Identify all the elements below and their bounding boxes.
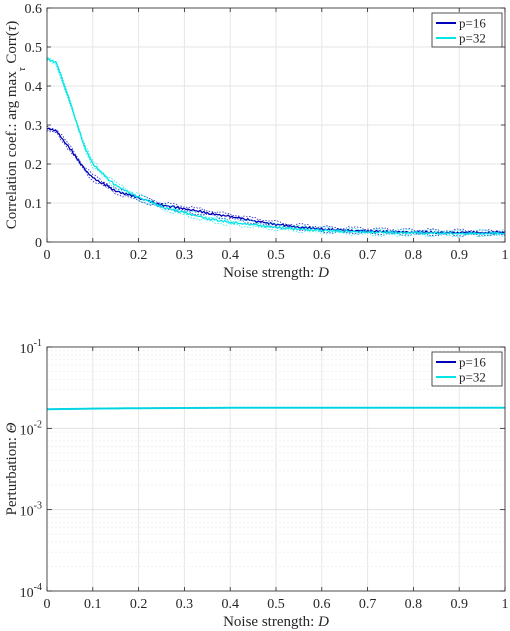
x-axis: 0 0.1 0.2 0.3 0.4 0.5 0.6 0.7 0.8 0.9 1 Noise stren… xyxy=(44,347,509,630)
y-axis: 10-4 10-3 10-2 10-1 Perturbation: Θ xyxy=(4,338,505,601)
x-tick-label: 0.2 xyxy=(130,248,148,263)
y-tick-label: 0 xyxy=(35,236,42,251)
x-tick-label: 0 xyxy=(44,597,51,612)
y-tick-label: 0.1 xyxy=(25,197,43,212)
y-tick-label: 0.4 xyxy=(25,80,43,95)
x-tick-label: 0.1 xyxy=(84,248,102,263)
x-tick-label: 0.7 xyxy=(359,597,377,612)
y-axis-label: Correlation coef.: arg maxτ Corr(τ) xyxy=(4,21,28,230)
legend-box xyxy=(431,351,503,387)
x-tick-label: 0.5 xyxy=(267,248,285,263)
series-p32-band xyxy=(46,59,505,238)
legend: p=16p=32 xyxy=(431,351,503,387)
x-tick-label: 0.6 xyxy=(313,597,331,612)
series-p16-band xyxy=(46,129,506,237)
x-axis-label: Noise strength: D xyxy=(223,265,329,281)
x-tick-label: 0.4 xyxy=(221,248,239,263)
series-p32-line xyxy=(46,58,506,236)
series-group xyxy=(46,56,506,238)
x-tick-label: 0.1 xyxy=(84,597,102,612)
x-tick-label: 0.9 xyxy=(450,248,468,263)
y-tick-label: 10-1 xyxy=(20,338,42,357)
x-tick-label: 1 xyxy=(502,597,509,612)
x-tick-label: 0.3 xyxy=(176,597,194,612)
perturbation-chart: 0 0.1 0.2 0.3 0.4 0.5 0.6 0.7 0.8 0.9 1 Noise stren… xyxy=(4,338,509,630)
x-axis: 0 0.1 0.2 0.3 0.4 0.5 0.6 0.7 0.8 0.9 1 Noise stren… xyxy=(44,8,509,281)
y-tick-label: 10-4 xyxy=(20,582,42,601)
y-tick-label: 10-2 xyxy=(20,419,42,438)
x-tick-label: 0.3 xyxy=(176,248,194,263)
y-tick-label: 0.5 xyxy=(25,41,43,56)
x-tick-label: 1 xyxy=(502,248,509,263)
correlation-chart: 0 0.1 0.2 0.3 0.4 0.5 0.6 0.7 0.8 0.9 1 Noise stren… xyxy=(4,2,509,281)
y-tick-label: 10-3 xyxy=(20,501,42,520)
x-tick-label: 0.6 xyxy=(313,248,331,263)
legend-label: p=16 xyxy=(459,355,486,370)
y-axis: 0 0.1 0.2 0.3 0.4 0.5 0.6 Correlation coef.: ar… xyxy=(4,2,505,251)
y-tick-label: 0.3 xyxy=(25,119,43,134)
x-tick-label: 0.2 xyxy=(130,597,148,612)
legend-label: p=32 xyxy=(459,31,486,46)
x-tick-label: 0.9 xyxy=(450,597,468,612)
x-tick-label: 0.8 xyxy=(405,248,423,263)
legend: p=16p=32 xyxy=(431,12,503,48)
series-group xyxy=(46,406,505,411)
y-tick-label: 0.6 xyxy=(25,2,43,17)
series-p32-line xyxy=(46,406,505,411)
grid xyxy=(46,346,506,592)
legend-box xyxy=(431,12,503,48)
x-tick-label: 0.8 xyxy=(405,597,423,612)
x-tick-label: 0.5 xyxy=(267,597,285,612)
legend-label: p=32 xyxy=(459,370,486,385)
legend-label: p=16 xyxy=(459,16,486,31)
x-axis-label: Noise strength: D xyxy=(223,614,329,630)
x-tick-label: 0.4 xyxy=(221,597,239,612)
y-tick-label: 0.2 xyxy=(25,158,43,173)
y-axis-label: Perturbation: Θ xyxy=(4,422,20,515)
x-tick-label: 0 xyxy=(44,248,51,263)
x-tick-label: 0.7 xyxy=(359,248,377,263)
